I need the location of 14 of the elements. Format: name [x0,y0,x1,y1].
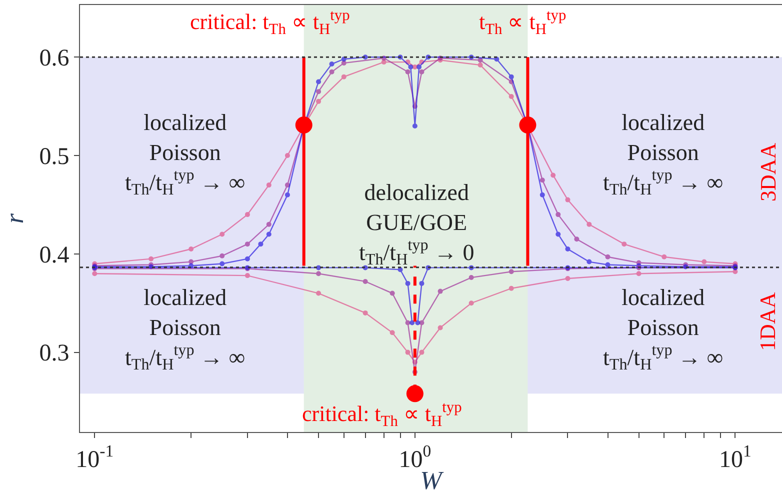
y-tick-label: 0.3 [39,340,70,367]
annotation: localized Poisson t$_{Th}$/t$_{H}$$^{typ}$ → ∞ [125,285,246,374]
annotation: 3DAA [755,142,780,202]
annotation: 1DAA [754,292,780,351]
y-axis-title: r [0,212,29,224]
annotation: localized Poisson t$_{Th}$/t$_{H}$$^{typ}$ → ∞ [125,110,246,199]
y-tick-label: 0.6 [39,46,70,72]
x-tick-label: 10$^{1}$ [719,442,752,473]
annotation: localized Poisson t$_{Th}$/t$_{H}$$^{typ}$ → ∞ [603,285,724,374]
y-tick-label: 0.5 [39,144,70,170]
x-tick-label: 10$^{-1}$ [76,442,114,473]
y-tick-label: 0.4 [39,242,70,268]
annotation: localized Poisson t$_{Th}$/t$_{H}$$^{typ}$ → ∞ [603,110,724,199]
annotation: delocalized GUE/GOE t$_{Th}$/t$_{H}$$^{typ}$ → 0 [359,180,474,269]
